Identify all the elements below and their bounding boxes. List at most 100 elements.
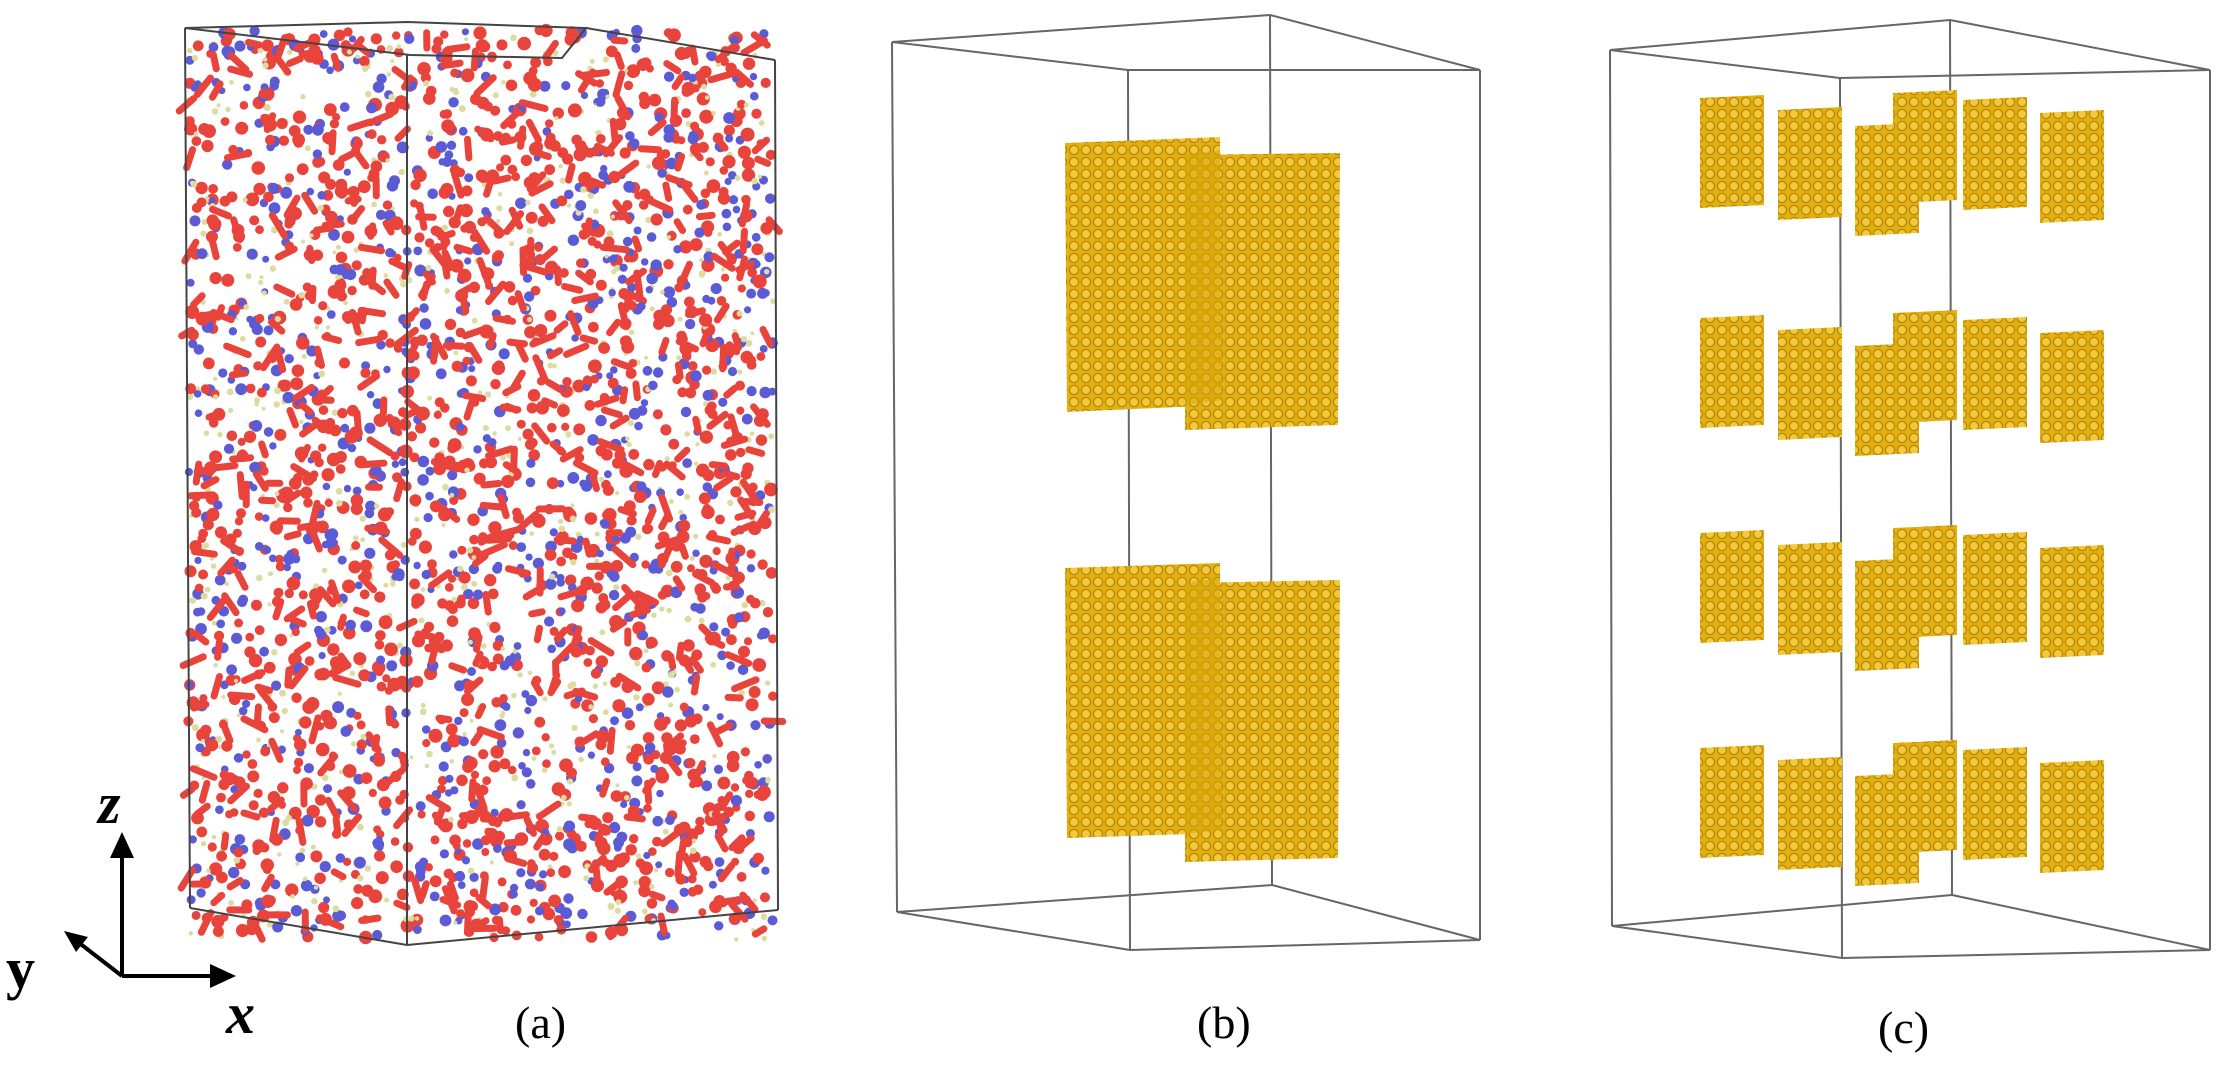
atom	[749, 431, 755, 436]
atom	[689, 555, 695, 561]
atom	[257, 47, 264, 54]
atom	[762, 607, 774, 618]
atom	[640, 399, 649, 407]
atom	[678, 509, 684, 515]
atom	[694, 824, 705, 835]
chain-segment	[227, 691, 256, 701]
atom	[463, 588, 474, 600]
atom	[661, 314, 675, 328]
atom	[694, 227, 705, 238]
atom	[544, 549, 557, 561]
chain-segment	[435, 714, 453, 724]
atom	[251, 161, 266, 175]
atom	[748, 686, 761, 698]
atom	[231, 632, 243, 644]
chain-segment	[338, 150, 357, 163]
atom	[217, 431, 223, 438]
chain-segment	[220, 831, 230, 851]
atom	[496, 163, 505, 172]
atom	[496, 219, 501, 224]
chain-segment	[530, 679, 544, 697]
chain-segment	[324, 796, 341, 820]
atom	[284, 588, 294, 599]
atom	[471, 555, 477, 560]
atom	[197, 534, 207, 544]
atom	[429, 875, 442, 888]
atom	[749, 72, 758, 81]
atom	[730, 486, 742, 498]
atom	[340, 726, 352, 737]
atom	[701, 780, 713, 792]
atom	[580, 91, 589, 99]
atom	[326, 310, 336, 319]
atom	[602, 56, 609, 63]
chain-segment	[210, 309, 235, 324]
atom	[382, 200, 393, 210]
atom	[539, 870, 548, 879]
atom	[464, 173, 474, 183]
atom	[317, 191, 327, 200]
chain-segment	[689, 655, 704, 674]
atom	[611, 559, 624, 573]
atom	[411, 599, 421, 609]
chain-segment	[393, 899, 411, 911]
chain-segment	[528, 608, 546, 618]
chain-segment	[332, 815, 341, 834]
atom	[644, 524, 654, 533]
atom	[546, 868, 556, 877]
chain-segment	[269, 816, 280, 844]
atom	[359, 55, 370, 67]
chain-segment	[433, 807, 446, 826]
chain-segment	[561, 283, 584, 294]
atom	[487, 588, 499, 600]
atom	[390, 837, 400, 846]
atom	[741, 156, 755, 170]
atom	[318, 405, 329, 415]
atom	[710, 368, 717, 375]
atom	[228, 144, 239, 155]
atom	[361, 361, 371, 371]
chain-segment	[392, 326, 419, 349]
atom	[239, 335, 246, 342]
gold-sheet	[1700, 95, 1764, 208]
chain-segment	[674, 850, 684, 879]
atom	[635, 703, 644, 712]
chain-segment	[298, 444, 311, 463]
chain-segment	[658, 493, 674, 523]
atom	[305, 697, 320, 711]
chain-segment	[751, 136, 771, 155]
chain-segment	[614, 94, 632, 121]
atom	[420, 587, 426, 592]
chain-segment	[367, 222, 377, 240]
atom	[312, 156, 324, 168]
atom	[566, 801, 572, 807]
atom	[260, 746, 271, 757]
atom	[751, 108, 762, 119]
atom	[716, 713, 724, 721]
chain-segment	[411, 876, 425, 904]
chain-segment	[722, 239, 741, 256]
chain-segment	[723, 895, 748, 905]
atom	[299, 419, 304, 425]
atom	[409, 494, 422, 507]
atom	[462, 356, 471, 366]
atom	[353, 711, 362, 720]
atom	[315, 611, 327, 623]
atom	[243, 83, 251, 92]
atom	[375, 630, 386, 641]
atom	[198, 569, 209, 580]
atom	[677, 316, 683, 322]
atom	[438, 761, 449, 772]
atom	[705, 157, 715, 167]
atom	[602, 709, 609, 716]
atom	[764, 269, 770, 275]
atom	[551, 749, 557, 755]
chain-segment	[268, 211, 288, 240]
chain-segment	[615, 159, 640, 179]
atom	[447, 734, 461, 748]
chain-segment	[267, 318, 286, 335]
atom	[461, 693, 475, 706]
chain-segment	[226, 877, 244, 891]
atom	[200, 841, 207, 847]
atom	[745, 789, 754, 798]
